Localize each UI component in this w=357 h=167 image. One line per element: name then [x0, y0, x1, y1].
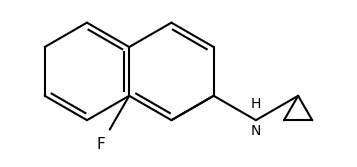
Text: F: F [97, 137, 106, 152]
Text: H: H [251, 97, 261, 111]
Text: N: N [251, 124, 261, 138]
